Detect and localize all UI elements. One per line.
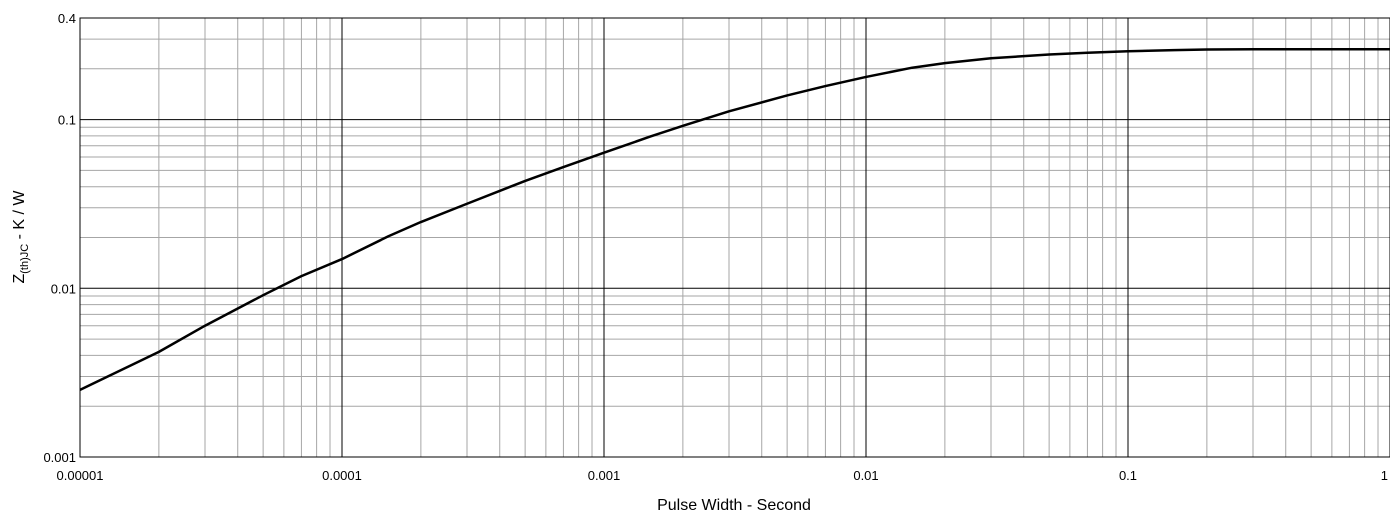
y-axis-title-main: Z xyxy=(11,274,28,284)
y-tick-labels: 0.001 0.01 0.1 0.4 xyxy=(43,11,76,465)
x-tick-label: 0.0001 xyxy=(322,468,362,483)
x-tick-labels: 0.00001 0.0001 0.001 0.01 0.1 1 xyxy=(57,468,1389,483)
x-tick-label: 0.1 xyxy=(1119,468,1137,483)
x-tick-label: 1 xyxy=(1381,468,1388,483)
y-axis-title: Z(th)JC - K / W xyxy=(11,190,31,284)
y-axis-title-suffix: - K / W xyxy=(11,190,28,244)
y-tick-label: 0.1 xyxy=(58,113,76,128)
series-line xyxy=(79,48,1390,391)
y-tick-label: 0.001 xyxy=(43,450,76,465)
y-tick-label: 0.4 xyxy=(58,11,76,26)
plot-frame xyxy=(79,17,1390,458)
x-tick-label: 0.00001 xyxy=(57,468,104,483)
x-tick-label: 0.001 xyxy=(588,468,621,483)
minor-gridlines xyxy=(80,17,1390,457)
y-axis-title-subscript: (th)JC xyxy=(19,244,31,274)
y-tick-label: 0.01 xyxy=(51,281,76,296)
x-axis-title: Pulse Width - Second xyxy=(657,497,811,514)
x-tick-label: 0.01 xyxy=(853,468,878,483)
series-layer xyxy=(79,48,1390,391)
